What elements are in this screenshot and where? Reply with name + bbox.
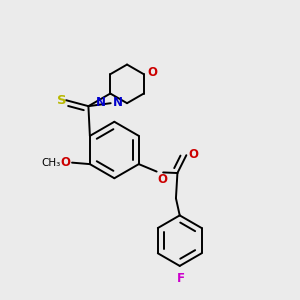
Text: N: N (96, 96, 106, 109)
Text: N: N (113, 96, 123, 109)
Text: CH₃: CH₃ (42, 158, 61, 168)
Text: S: S (57, 94, 67, 107)
Text: O: O (60, 156, 70, 169)
Text: F: F (177, 272, 185, 286)
Text: O: O (147, 66, 157, 79)
Text: O: O (158, 173, 168, 186)
Text: O: O (189, 148, 199, 160)
